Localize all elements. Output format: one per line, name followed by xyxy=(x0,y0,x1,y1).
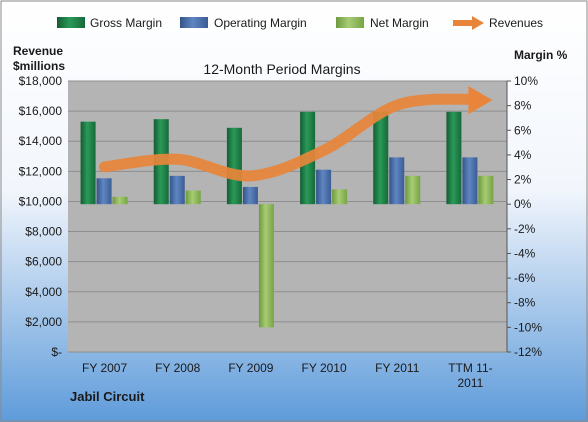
bar-operating-margin xyxy=(316,169,332,205)
legend-swatch-operating-margin xyxy=(180,17,208,28)
left-tick-label: $14,000 xyxy=(19,134,63,148)
category-label: FY 2011 xyxy=(375,361,420,375)
bar-gross-margin xyxy=(446,111,462,205)
category-label: TTM 11- xyxy=(448,361,492,375)
legend-label-net-margin: Net Margin xyxy=(370,16,429,30)
gridlines xyxy=(68,80,507,353)
revenue-point xyxy=(323,149,326,152)
right-axis-title: Margin % xyxy=(514,48,568,62)
left-tick-label: $- xyxy=(51,345,62,359)
revenue-point xyxy=(249,174,252,177)
category-label: FY 2009 xyxy=(228,361,273,375)
revenue-point xyxy=(396,104,399,107)
left-tick-label: $4,000 xyxy=(25,285,62,299)
category-label: 2011 xyxy=(458,376,484,390)
left-tick-label: $10,000 xyxy=(19,194,63,208)
revenue-line xyxy=(99,86,493,182)
legend-swatch-net-margin xyxy=(336,17,364,28)
revenue-point xyxy=(469,98,472,101)
left-tick-label: $16,000 xyxy=(19,104,63,118)
legend-label-gross-margin: Gross Margin xyxy=(90,16,162,30)
bar-net-margin xyxy=(478,175,494,205)
category-label: FY 2008 xyxy=(155,361,200,375)
legend-swatch-gross-margin xyxy=(57,17,85,28)
bar-operating-margin xyxy=(96,178,112,205)
right-tick-label: -4% xyxy=(514,246,536,260)
bar-net-margin xyxy=(185,190,201,205)
right-tick-label: -8% xyxy=(514,296,536,310)
left-axis-ticks: $- $2,000 $4,000 $6,000 $8,000 $10,000 $12,000… xyxy=(19,74,63,359)
plot-area xyxy=(68,81,507,352)
right-tick-label: 2% xyxy=(514,173,532,187)
right-tick-label: 4% xyxy=(514,148,532,162)
right-tick-label: -12% xyxy=(514,345,542,359)
category-label: FY 2007 xyxy=(82,361,127,375)
bar-operating-margin xyxy=(169,175,185,205)
revenue-point xyxy=(103,165,106,168)
right-tick-label: 0% xyxy=(514,197,532,211)
right-tick-label: -2% xyxy=(514,222,536,236)
category-label: FY 2010 xyxy=(302,361,347,375)
category-labels: FY 2007 FY 2008 FY 2009 FY 2010 FY 2011 TTM 1… xyxy=(82,361,493,390)
left-axis-title-line1: Revenue xyxy=(13,44,63,58)
left-tick-label: $6,000 xyxy=(25,255,62,269)
bar-net-margin xyxy=(258,204,274,328)
revenue-line-path xyxy=(99,93,476,182)
bar-net-margin xyxy=(332,189,348,205)
left-tick-label: $2,000 xyxy=(25,315,62,329)
bar-operating-margin xyxy=(462,157,478,205)
right-axis-ticks: -12% -10% -8% -6% -4% -2% 0% 2% 4% 6% 8% 10% xyxy=(506,74,542,359)
left-axis-title-line2: $millions xyxy=(13,59,65,73)
left-tick-label: $8,000 xyxy=(25,225,62,239)
bar-operating-margin xyxy=(389,157,405,205)
legend: Gross Margin Operating Margin Net Margin… xyxy=(57,16,543,30)
right-tick-label: 10% xyxy=(514,74,538,88)
bar-gross-margin xyxy=(226,127,242,205)
bar-gross-margin xyxy=(80,121,96,205)
left-tick-label: $18,000 xyxy=(19,74,63,88)
right-tick-label: 6% xyxy=(514,123,532,137)
legend-label-revenues: Revenues xyxy=(489,16,543,30)
revenue-line-arrowhead xyxy=(468,86,493,115)
company-label: Jabil Circuit xyxy=(70,389,145,404)
bar-net-margin xyxy=(405,175,421,205)
revenue-point xyxy=(176,158,179,161)
legend-label-operating-margin: Operating Margin xyxy=(214,16,307,30)
right-tick-label: -6% xyxy=(514,271,536,285)
left-tick-label: $12,000 xyxy=(19,164,63,178)
right-tick-label: -10% xyxy=(514,320,542,334)
bars xyxy=(80,111,494,328)
bar-gross-margin xyxy=(373,111,389,205)
bar-operating-margin xyxy=(242,186,258,205)
chart-title: 12-Month Period Margins xyxy=(203,61,360,77)
right-tick-label: 8% xyxy=(514,99,532,113)
bar-net-margin xyxy=(112,196,128,205)
legend-swatch-revenues xyxy=(453,16,484,30)
